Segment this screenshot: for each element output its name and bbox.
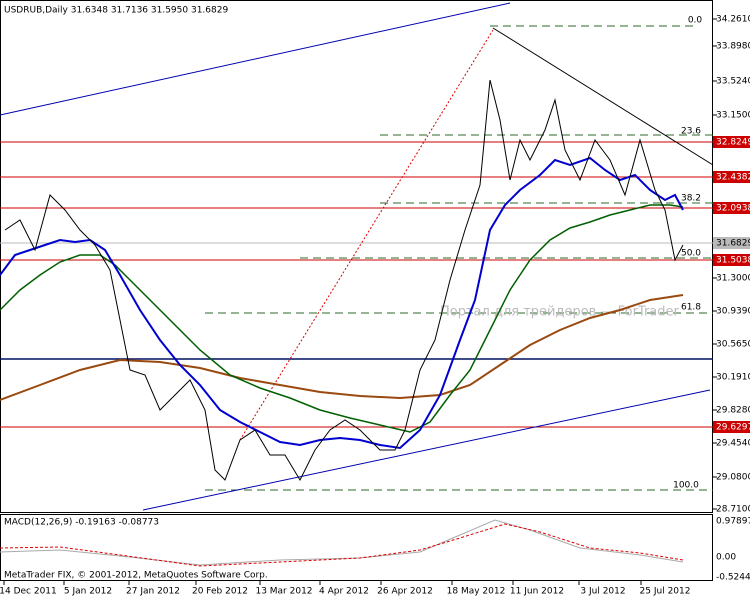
price-label: 29.0800 [716, 473, 750, 483]
fib-label: 100.0 [673, 481, 699, 491]
date-label: 14 Dec 2011 [0, 587, 57, 597]
price-label: 33.8980 [716, 42, 750, 52]
price-label: 31.3000 [716, 274, 750, 284]
channel-line [142, 389, 711, 511]
price-tag [713, 136, 750, 148]
macd-signal [0, 523, 684, 567]
price-label: 29.6297 [716, 423, 750, 433]
copyright: MetaTrader FIX, © 2001-2012, MetaQuotes … [4, 571, 268, 581]
price-label: 28.7100 [716, 505, 750, 515]
price-label: 30.1910 [716, 373, 750, 383]
fib-labels: 0.0 23.6 38.2 50.0 61.8 100.0 [673, 16, 702, 491]
fib-base [239, 29, 494, 441]
price-axis: 34.2610 33.8980 33.5240 33.1500 32.8249 32.43… [713, 15, 750, 583]
price-tag [713, 171, 750, 183]
macd-label: 0.00 [716, 553, 736, 563]
price-label: 32.4382 [716, 173, 750, 183]
fib-label: 61.8 [681, 303, 701, 313]
macd-header: MACD(12,26,9) -0.19163 -0.08773 [4, 518, 159, 528]
price-label: 33.5240 [716, 77, 750, 87]
ma-mid [0, 204, 684, 433]
watermark: Портал для трейдеров — ForTrader [440, 305, 680, 320]
date-label: 18 May 2012 [447, 587, 506, 597]
price-label: 31.6829 [716, 239, 750, 249]
macd-label: -0.52449 [716, 573, 750, 583]
date-label: 20 Feb 2012 [192, 587, 248, 597]
date-label: 25 Jul 2012 [640, 587, 691, 597]
price-label: 32.8249 [716, 138, 750, 148]
date-label: 26 Apr 2012 [377, 587, 433, 597]
trend-line [492, 27, 714, 166]
price-tag [713, 421, 750, 433]
price-tag [713, 237, 750, 249]
ma-fast [0, 156, 684, 450]
date-label: 3 Jul 2012 [580, 587, 625, 597]
price-tag [713, 202, 750, 214]
date-axis: 14 Dec 2011 5 Jan 2012 27 Jan 2012 20 Feb 2… [0, 581, 690, 597]
symbol-header: USDRUB,Daily 31.6348 31.7136 31.5950 31.… [4, 6, 228, 16]
fib-label: 38.2 [681, 194, 701, 204]
ma-slow [0, 294, 684, 401]
date-label: 13 Mar 2012 [255, 587, 312, 597]
date-label: 11 Jun 2012 [510, 587, 564, 597]
price-label: 29.8280 [716, 406, 750, 416]
price-tag [713, 254, 750, 266]
fib-label: 50.0 [681, 249, 701, 259]
date-label: 4 Apr 2012 [319, 587, 369, 597]
price-label: 30.9390 [716, 307, 750, 317]
price-label: 33.1500 [716, 111, 750, 121]
price-label: 32.0938 [716, 204, 750, 214]
price-label: 30.5650 [716, 340, 750, 350]
price-label: 31.5038 [716, 256, 750, 266]
price-label: 29.4540 [716, 439, 750, 449]
price [4, 79, 684, 482]
fib-label: 0.0 [688, 16, 703, 26]
channel-line [0, 2, 511, 116]
price-label: 34.2610 [716, 15, 750, 25]
macd-label: 0.97897 [716, 517, 750, 527]
fib-label: 23.6 [681, 127, 701, 137]
macd-histogram [0, 519, 684, 566]
main-pane [0, 0, 713, 513]
date-label: 5 Jan 2012 [64, 587, 112, 597]
macd-pane [0, 514, 713, 581]
date-label: 27 Jan 2012 [126, 587, 180, 597]
